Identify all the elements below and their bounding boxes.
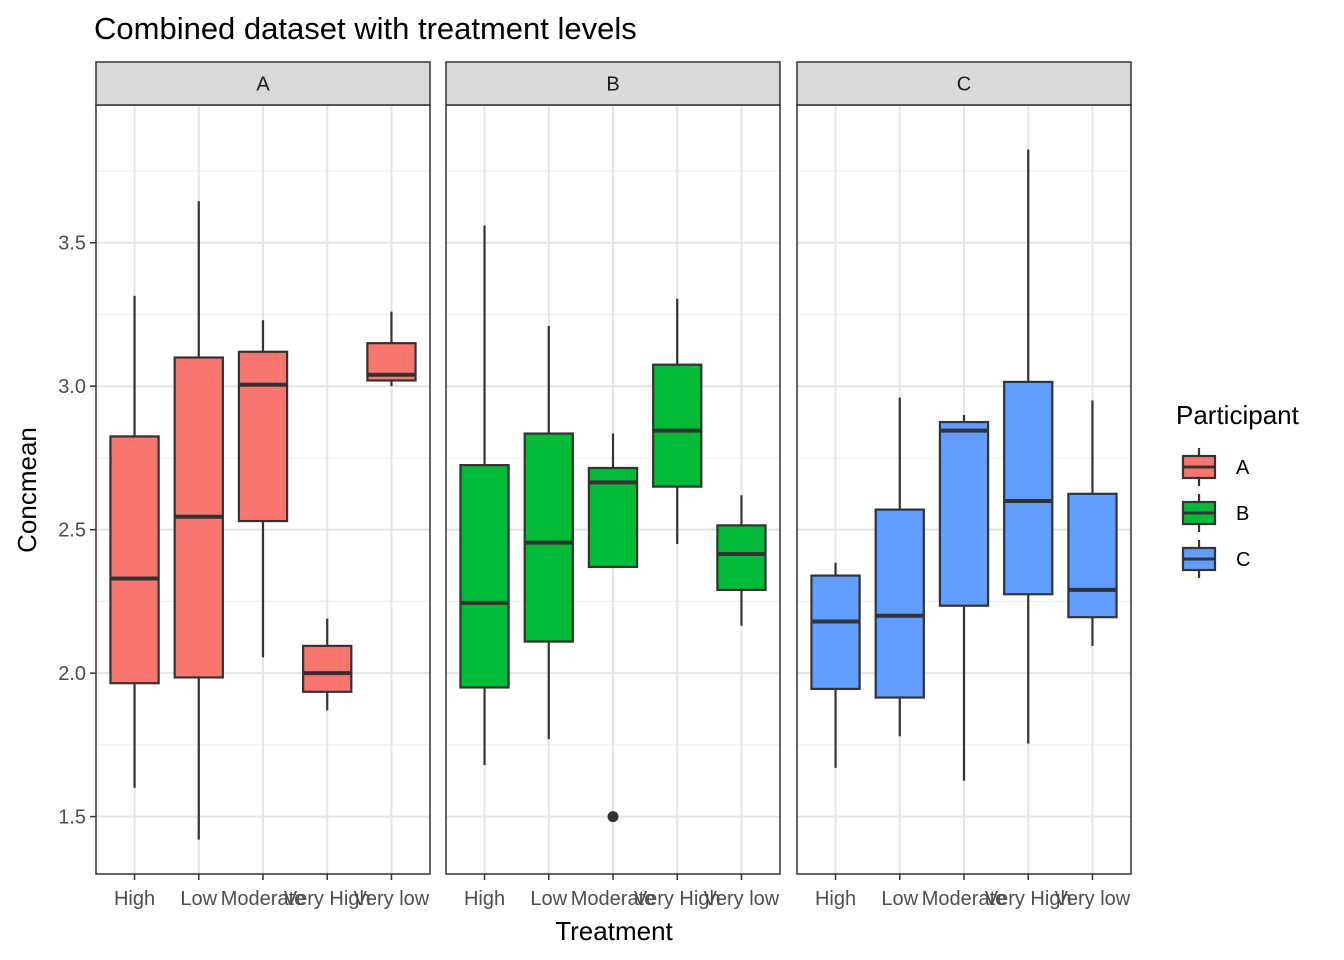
- box-body: [459, 464, 510, 689]
- y-tick-label: 3.5: [58, 233, 86, 255]
- legend-items: A B C: [1181, 448, 1250, 578]
- legend-item-b: B: [1181, 494, 1249, 532]
- box-body: [302, 644, 353, 693]
- facet-strip: [95, 61, 431, 106]
- x-tick-label: Moderate: [221, 888, 306, 910]
- y-axis: 1.5 2.0 2.5 3.0 3.5: [58, 233, 96, 829]
- x-tick-label: Moderate: [922, 888, 1007, 910]
- box-b-very-high: [652, 298, 703, 545]
- box-b-moderate: [587, 433, 639, 823]
- x-tick-label: High: [815, 888, 856, 910]
- legend-label: C: [1236, 549, 1250, 571]
- legend-item-a: A: [1181, 448, 1250, 486]
- y-tick-label: 2.5: [58, 520, 86, 542]
- box-body: [874, 508, 925, 699]
- box-c-moderate: [938, 414, 990, 781]
- box-c-low: [874, 397, 925, 737]
- box-body: [1067, 492, 1118, 619]
- chart-title: Combined dataset with treatment levels: [94, 11, 637, 46]
- facet-strip: [796, 61, 1132, 106]
- legend: Participant A B C: [1176, 400, 1300, 578]
- box-body: [652, 363, 703, 488]
- y-tick-label: 2.0: [58, 663, 86, 685]
- box-body: [523, 432, 574, 643]
- facet-strip-label: C: [957, 74, 971, 96]
- box-c-very-high: [1003, 149, 1054, 744]
- facet-strip-label: B: [606, 74, 619, 96]
- box-body: [938, 420, 990, 607]
- y-axis-title: Concmean: [12, 427, 42, 553]
- box-body: [587, 466, 639, 569]
- outlier-point: [607, 811, 619, 823]
- legend-item-c: C: [1181, 540, 1250, 578]
- x-tick-label: Very low: [704, 888, 780, 910]
- box-body: [237, 350, 289, 523]
- box-a-very-low: [366, 311, 417, 387]
- x-tick-label: Very High: [284, 888, 371, 910]
- box-body: [109, 435, 160, 685]
- box-a-low: [173, 201, 224, 840]
- box-c-very-low: [1067, 400, 1118, 646]
- x-tick-label: Very High: [634, 888, 721, 910]
- x-axis-title: Treatment: [555, 916, 673, 946]
- facet-strip: [445, 61, 781, 106]
- x-tick-label: Very low: [354, 888, 430, 910]
- box-body: [1003, 380, 1054, 596]
- box-body: [716, 524, 767, 592]
- box-body: [810, 574, 861, 691]
- box-a-high: [109, 295, 160, 788]
- y-tick-label: 1.5: [58, 807, 86, 829]
- y-tick-label: 3.0: [58, 376, 86, 398]
- box-b-very-low: [716, 495, 767, 626]
- x-tick-label: Very High: [985, 888, 1072, 910]
- x-tick-label: Moderate: [571, 888, 656, 910]
- box-b-low: [523, 325, 574, 740]
- x-tick-label: Very low: [1055, 888, 1131, 910]
- x-tick-label: High: [114, 888, 155, 910]
- box-b-high: [459, 225, 510, 765]
- x-tick-label: High: [464, 888, 505, 910]
- x-tick-label: Low: [180, 888, 217, 910]
- legend-label: B: [1236, 503, 1249, 525]
- box-a-very-high: [302, 618, 353, 711]
- x-tick-label: Low: [530, 888, 567, 910]
- legend-label: A: [1236, 457, 1250, 479]
- legend-title: Participant: [1176, 400, 1300, 430]
- x-tick-label: Low: [881, 888, 918, 910]
- box-a-moderate: [237, 320, 289, 658]
- facet-strip-label: A: [256, 74, 270, 96]
- box-c-high: [810, 562, 861, 768]
